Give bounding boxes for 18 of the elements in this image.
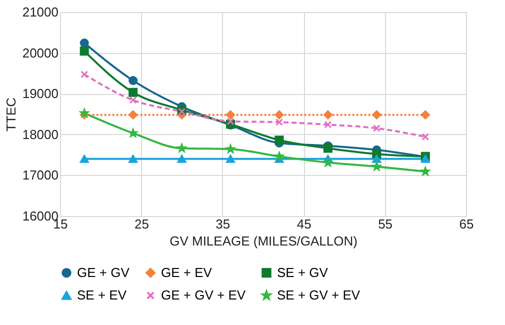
legend-label: SE + EV — [77, 288, 127, 302]
legend-label: GE + EV — [161, 264, 212, 280]
y-tick-label: 17000 — [22, 168, 58, 183]
x-axis-title: GV MILEAGE (MILES/GALLON) — [170, 234, 358, 248]
y-axis-title: TTEC — [3, 98, 18, 132]
y-tick-label: 21000 — [22, 4, 58, 20]
y-tick-label: 19000 — [22, 86, 58, 102]
x-tick-label: 45 — [296, 216, 312, 232]
x-tick-label: 55 — [378, 216, 393, 232]
x-tick-label: 25 — [134, 216, 149, 232]
legend-label: GE + GV + EV — [161, 288, 246, 302]
legend-label: GE + GV — [77, 264, 130, 280]
legend-label: SE + GV — [277, 264, 328, 280]
y-tick-label: 18000 — [22, 126, 58, 142]
x-tick-label: 65 — [459, 216, 474, 232]
legend-label: SE + GV + EV — [277, 288, 360, 302]
x-tick-label: 35 — [216, 216, 230, 232]
y-tick-label: 20000 — [22, 45, 58, 60]
